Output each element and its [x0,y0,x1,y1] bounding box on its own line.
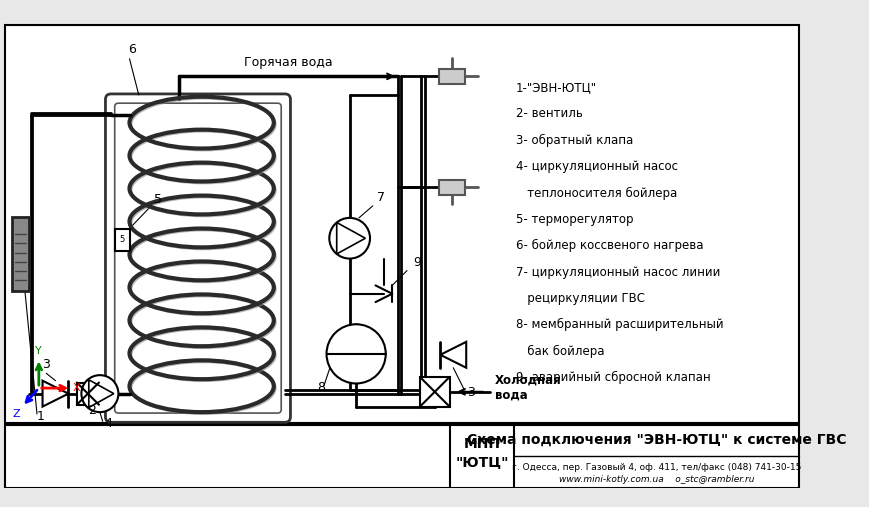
Text: 3- обратный клапа: 3- обратный клапа [516,134,634,147]
Text: 2: 2 [88,404,96,417]
Text: Y: Y [36,346,43,356]
Circle shape [327,324,386,383]
Polygon shape [43,381,69,407]
Text: X: X [73,383,81,393]
Text: МПП
"ЮТЦ": МПП "ЮТЦ" [455,437,508,469]
Bar [4,25,799,423]
Text: 5- терморегулятор: 5- терморегулятор [516,213,634,226]
Circle shape [82,375,118,412]
Polygon shape [441,342,466,368]
Text: 7: 7 [377,191,386,204]
Text: 5: 5 [119,235,125,244]
Text: Z: Z [13,409,20,419]
Text: Горячая вода: Горячая вода [244,56,333,69]
FancyBboxPatch shape [115,103,282,413]
Bar [4,425,799,488]
Text: 6- бойлер коссвеного нагрева: 6- бойлер коссвеного нагрева [516,239,704,252]
Bar [440,180,465,195]
Bar [420,377,449,407]
Text: 2- вентиль: 2- вентиль [516,107,583,120]
Bar [440,69,465,84]
Text: 1: 1 [37,410,45,422]
Text: 8: 8 [317,381,325,394]
Text: 8- мембранный расширительный: 8- мембранный расширительный [516,318,724,332]
Text: рециркуляции ГВС: рециркуляции ГВС [516,292,645,305]
Text: 6: 6 [128,43,136,56]
Text: 9: 9 [414,256,421,269]
Text: 9- аварийный сбросной клапан: 9- аварийный сбросной клапан [516,371,711,384]
Text: теплоносителя бойлера: теплоносителя бойлера [516,187,678,200]
Text: бак бойлера: бак бойлера [516,345,605,358]
Text: г. Одесса, пер. Газовый 4, оф. 411, тел/факс (048) 741-30-15: г. Одесса, пер. Газовый 4, оф. 411, тел/… [512,463,801,472]
Bar [12,218,29,292]
Text: 3: 3 [468,386,475,400]
Text: www.mini-kotly.com.ua    o_stc@rambler.ru: www.mini-kotly.com.ua o_stc@rambler.ru [559,475,754,484]
Text: 3: 3 [42,358,50,371]
Text: 5: 5 [155,193,163,206]
Text: 4: 4 [104,417,112,430]
Text: Схема подключения "ЭВН-ЮТЦ" к системе ГВС: Схема подключения "ЭВН-ЮТЦ" к системе ГВ… [467,433,846,447]
Bar [115,229,129,251]
Text: 7- циркуляционный насос линии: 7- циркуляционный насос линии [516,266,720,278]
Bar [76,383,99,405]
FancyBboxPatch shape [105,94,290,422]
Text: Холодная
вода: Холодная вода [494,373,561,401]
Circle shape [329,218,370,259]
Text: 4- циркуляционный насос: 4- циркуляционный насос [516,160,678,173]
Text: 1-"ЭВН-ЮТЦ": 1-"ЭВН-ЮТЦ" [516,81,597,94]
